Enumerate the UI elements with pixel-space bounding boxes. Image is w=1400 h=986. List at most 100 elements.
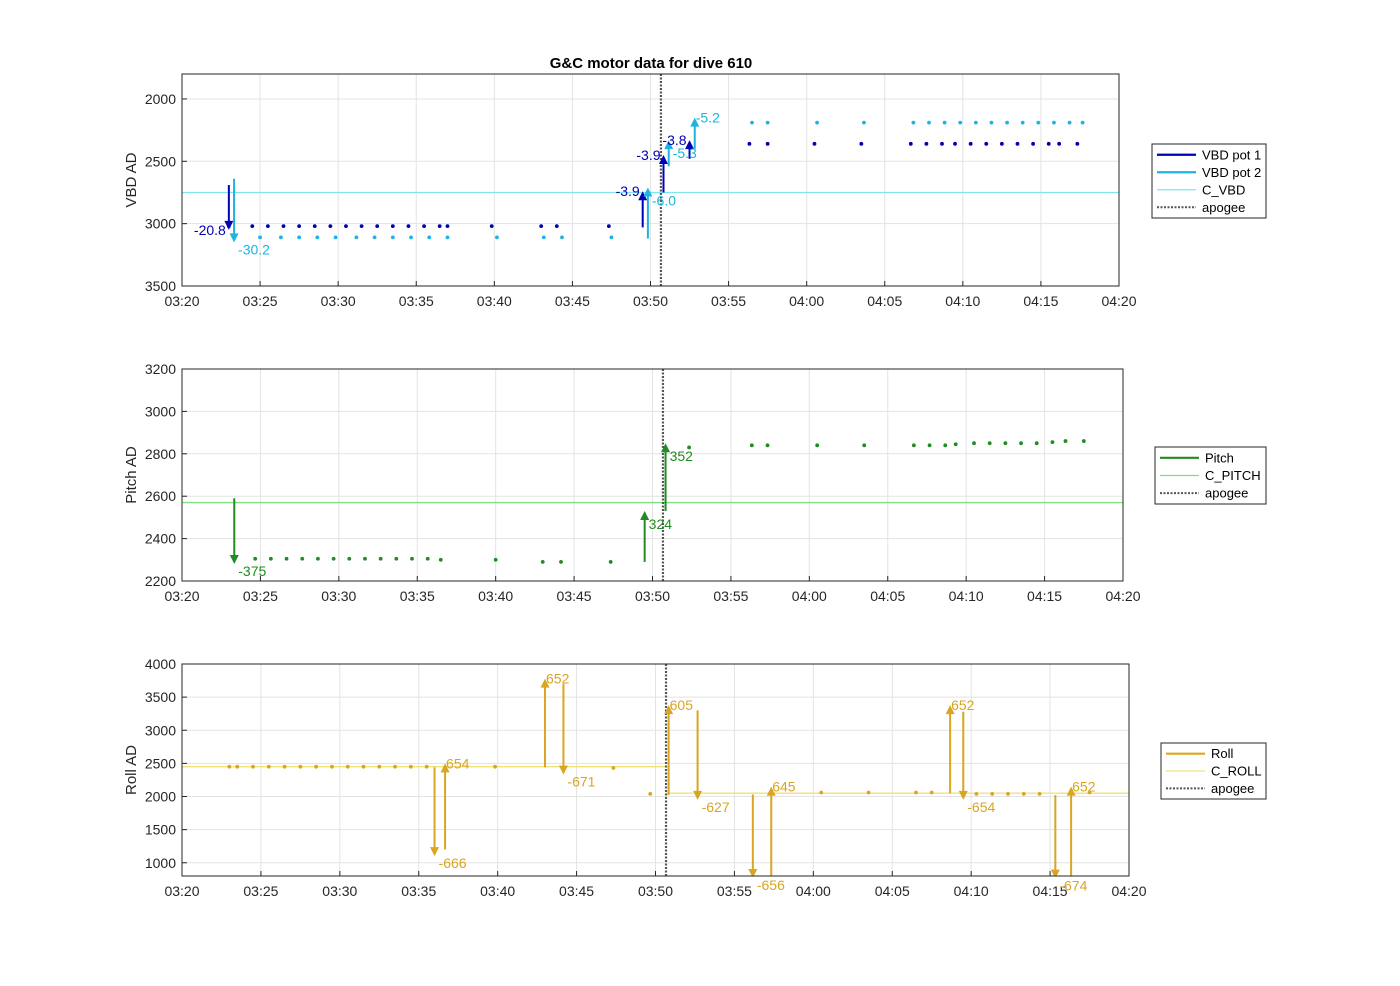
roll-move-arrow-head [766, 786, 776, 796]
vbd-data-point [958, 120, 963, 125]
vbd-data-point [354, 235, 359, 240]
pitch-data-point [347, 556, 352, 561]
vbd-data-point [908, 141, 913, 146]
roll-move-label: -627 [702, 799, 730, 815]
vbd-x-tick-label: 03:40 [477, 293, 512, 309]
vbd-data-point [445, 235, 450, 240]
vbd-data-point [541, 235, 546, 240]
pitch-data-point [815, 443, 820, 448]
pitch-data-point [1019, 441, 1023, 446]
vbd-data-point [815, 120, 819, 125]
vbd-data-point [1080, 120, 1085, 125]
vbd-data-point [560, 235, 564, 240]
roll-y-axis-label: Roll AD [123, 745, 140, 795]
pitch-x-tick-label: 04:05 [870, 588, 905, 604]
pitch-move-label: 324 [649, 516, 673, 532]
panel-roll: 03:20 03:25 03:30 03:35 03:40 03:45 03:50 03:55… [123, 656, 1267, 899]
roll-data-point [408, 764, 413, 769]
roll-data-layer [182, 664, 1129, 876]
pitch-x-tick-label: 03:35 [400, 588, 435, 604]
roll-data-point [648, 791, 653, 796]
vbd-data-point [315, 235, 320, 240]
vbd-data-point [297, 235, 302, 240]
vbd-move-label: -20.8 [194, 222, 226, 238]
vbd-data-point [1020, 120, 1025, 125]
roll-y-tick-label: 1500 [145, 822, 176, 838]
pitch-x-tick-label: 04:20 [1105, 588, 1140, 604]
roll-x-tick-label: 04:15 [1033, 883, 1068, 899]
vbd-legend-label: C_VBD [1202, 182, 1245, 197]
roll-data-point [235, 764, 240, 769]
vbd-data-point [539, 224, 544, 229]
pitch-data-point [1063, 439, 1068, 443]
roll-y-tick-label: 2500 [145, 755, 176, 771]
vbd-move-label: -3.8 [662, 132, 686, 148]
pitch-legend-label: Pitch [1205, 450, 1234, 465]
vbd-move-label: -3.9 [616, 183, 640, 199]
vbd-data-point [747, 141, 752, 146]
pitch-data-point [253, 556, 258, 561]
vbd-legend-label: VBD pot 1 [1202, 147, 1261, 162]
pitch-data-point [559, 560, 563, 564]
vbd-data-point [940, 141, 944, 146]
vbd-x-tick-label: 03:55 [711, 293, 746, 309]
vbd-move-label: -5.3 [673, 145, 697, 161]
roll-data-point [298, 764, 303, 769]
vbd-data-point [390, 224, 395, 229]
roll-data-point [251, 764, 255, 769]
vbd-y-tick-label: 2500 [145, 153, 176, 169]
roll-data-point [929, 790, 934, 795]
vbd-x-tick-label: 03:50 [633, 293, 668, 309]
pitch-x-tick-label: 03:20 [164, 588, 199, 604]
roll-x-tick-label: 03:45 [559, 883, 594, 899]
roll-data-point [1037, 791, 1042, 796]
vbd-legend-label: VBD pot 2 [1202, 165, 1261, 180]
vbd-data-point [1005, 120, 1009, 125]
vbd-data-point [862, 120, 866, 125]
vbd-data-point [359, 224, 364, 229]
roll-data-point [345, 764, 350, 769]
roll-move-arrow-head [558, 765, 568, 775]
pitch-y-tick-label: 2600 [145, 488, 176, 504]
roll-data-point [266, 764, 271, 769]
roll-axes-frame [181, 663, 1130, 877]
roll-y-tick-label: 2000 [145, 789, 176, 805]
pitch-data-point [300, 556, 305, 561]
pitch-data-point [1003, 441, 1008, 446]
roll-data-point [361, 764, 366, 769]
vbd-data-point [333, 235, 338, 240]
pitch-data-point [862, 443, 867, 448]
roll-move-arrow-head [1050, 869, 1060, 876]
panel-vbd: 03:20 03:25 03:30 03:35 03:40 03:45 03:50 03:55… [123, 73, 1267, 309]
roll-move-arrow-head [1066, 786, 1076, 796]
pitch-axes-frame [181, 368, 1124, 582]
roll-move-arrow-head [945, 705, 955, 715]
vbd-data-point [999, 141, 1004, 146]
vbd-data-point [984, 141, 989, 146]
pitch-data-point [943, 443, 948, 448]
roll-data-point [1087, 790, 1092, 795]
vbd-move-arrow-head [664, 140, 674, 150]
vbd-move-arrow-head [690, 117, 700, 127]
roll-move-arrow-head [664, 705, 674, 715]
vbd-data-point [427, 235, 432, 240]
vbd-y-tick-label: 2000 [145, 91, 176, 107]
vbd-data-point [372, 235, 377, 240]
vbd-axes-frame [181, 73, 1120, 287]
roll-x-tick-label: 03:35 [401, 883, 436, 899]
vbd-x-tick-label: 04:10 [945, 293, 980, 309]
vbd-x-tick-label: 03:45 [555, 293, 590, 309]
roll-data-point [393, 764, 397, 769]
pitch-x-tick-label: 03:40 [478, 588, 513, 604]
vbd-move-arrow-head [224, 220, 234, 230]
pitch-x-tick-label: 03:50 [635, 588, 670, 604]
vbd-data-point [1036, 120, 1041, 125]
vbd-data-point [1057, 141, 1062, 146]
pitch-data-point [363, 556, 367, 561]
vbd-data-point [297, 224, 302, 229]
roll-x-tick-label: 03:20 [164, 883, 199, 899]
pitch-x-tick-label: 03:55 [713, 588, 748, 604]
pitch-y-axis-label: Pitch AD [123, 446, 140, 504]
roll-move-label: 645 [772, 779, 796, 795]
